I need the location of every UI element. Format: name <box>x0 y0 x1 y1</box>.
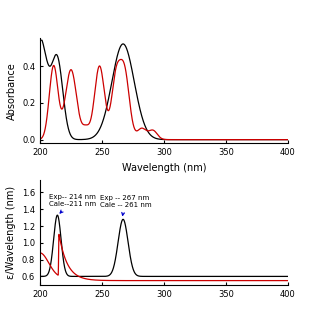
Y-axis label: Absorbance: Absorbance <box>6 62 16 120</box>
Y-axis label: ε/Wavelength (nm): ε/Wavelength (nm) <box>6 186 16 279</box>
X-axis label: Wavelength (nm): Wavelength (nm) <box>122 163 206 173</box>
Legend: Crysin Exp, Crysin Cale: Crysin Exp, Crysin Cale <box>153 147 235 176</box>
Text: Exp -- 267 nm
Cale -- 261 nm: Exp -- 267 nm Cale -- 261 nm <box>100 195 151 215</box>
Text: Exp-- 214 nm
Cale--211 nm: Exp-- 214 nm Cale--211 nm <box>49 194 96 213</box>
